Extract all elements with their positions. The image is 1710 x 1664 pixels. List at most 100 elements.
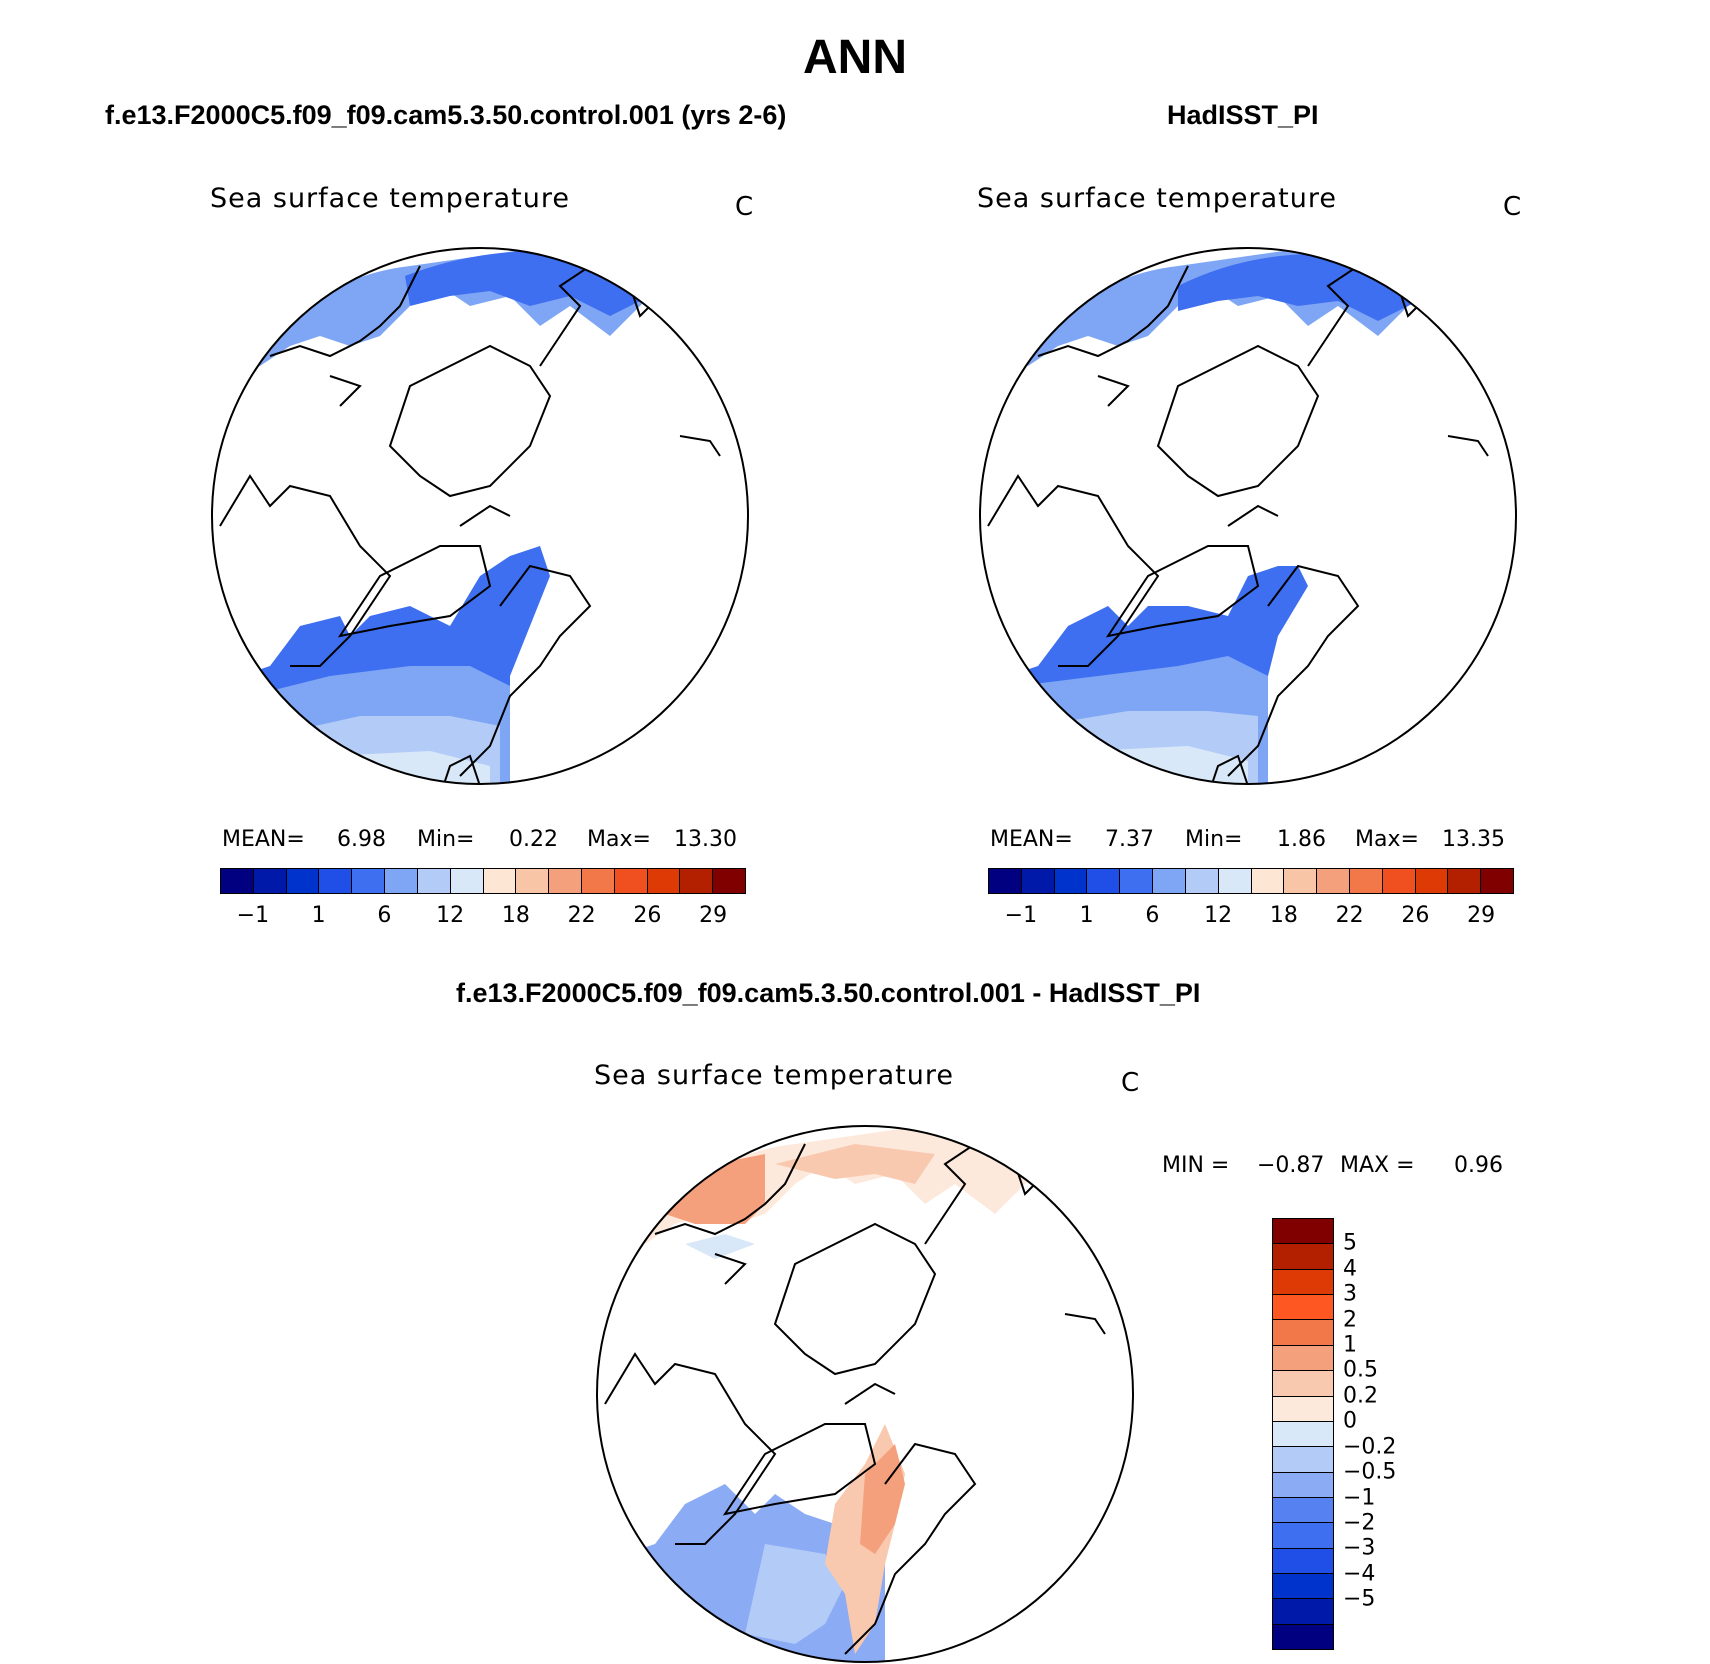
colorbar-tick-label: 4 bbox=[1343, 1256, 1357, 1282]
panel2-polar-map bbox=[979, 247, 1517, 785]
colorbar-swatch bbox=[1273, 1523, 1333, 1549]
panel3-stats: MIN = −0.87 MAX = 0.96 bbox=[1162, 1153, 1522, 1183]
colorbar-swatch bbox=[1273, 1244, 1333, 1270]
colorbar-swatch bbox=[1218, 869, 1252, 893]
colorbar-tick-label: 29 bbox=[699, 903, 728, 928]
colorbar-tick-label: 0.5 bbox=[1343, 1357, 1378, 1383]
colorbar-tick-label: 12 bbox=[1204, 903, 1233, 928]
colorbar-tick-label: 0 bbox=[1343, 1408, 1357, 1434]
colorbar-swatch bbox=[1273, 1421, 1333, 1448]
colorbar-swatch bbox=[1054, 869, 1088, 893]
panel1-units: C bbox=[735, 192, 754, 222]
panel3-min-label: MIN = bbox=[1162, 1153, 1230, 1178]
colorbar-swatch bbox=[647, 869, 681, 893]
panel2-units: C bbox=[1503, 192, 1522, 222]
panel1-max-value: 13.30 bbox=[674, 827, 737, 852]
panel1-mean-value: 6.98 bbox=[337, 827, 386, 852]
colorbar-swatch bbox=[352, 869, 386, 893]
colorbar-swatch bbox=[614, 869, 648, 893]
panel2-colorbar bbox=[988, 868, 1514, 894]
colorbar-swatch bbox=[1185, 869, 1219, 893]
colorbar-swatch bbox=[286, 869, 320, 893]
colorbar-swatch bbox=[1273, 1219, 1333, 1245]
colorbar-swatch bbox=[1273, 1447, 1333, 1473]
panel1-min-label: Min= bbox=[417, 827, 475, 852]
colorbar-swatch bbox=[1021, 869, 1055, 893]
panel3-colorbar-ticks: 5 4 3 2 1 0.5 0.2 0 −0.2 −0.5 −1 −2 −3 −4 −5 bbox=[1343, 1218, 1443, 1650]
colorbar-tick-label: 2 bbox=[1343, 1307, 1357, 1333]
colorbar-tick-label: 22 bbox=[1335, 903, 1364, 928]
colorbar-tick-label: 0.2 bbox=[1343, 1383, 1378, 1409]
colorbar-tick-label: 26 bbox=[633, 903, 662, 928]
panel1-colorbar bbox=[220, 868, 746, 894]
colorbar-tick-label: 6 bbox=[1145, 903, 1160, 928]
panel3-min-value: −0.87 bbox=[1257, 1153, 1325, 1178]
panel1-stats: MEAN= 6.98 Min= 0.22 Max= 13.30 bbox=[222, 827, 742, 857]
panel3-max-value: 0.96 bbox=[1454, 1153, 1503, 1178]
colorbar-swatch bbox=[1153, 869, 1186, 893]
colorbar-tick-label: 1 bbox=[311, 903, 326, 928]
colorbar-tick-label: 3 bbox=[1343, 1281, 1357, 1307]
colorbar-tick-label: 29 bbox=[1467, 903, 1496, 928]
colorbar-swatch bbox=[1273, 1548, 1333, 1575]
colorbar-tick-label: −0.5 bbox=[1343, 1459, 1397, 1485]
panel2-mean-label: MEAN= bbox=[990, 827, 1073, 852]
panel2-mean-value: 7.37 bbox=[1105, 827, 1154, 852]
colorbar-swatch bbox=[1481, 869, 1513, 893]
panel2-max-value: 13.35 bbox=[1442, 827, 1505, 852]
colorbar-tick-label: −5 bbox=[1343, 1586, 1376, 1612]
panel3-pacific-diff-warm bbox=[665, 1154, 765, 1224]
colorbar-swatch bbox=[253, 869, 287, 893]
colorbar-swatch bbox=[221, 869, 254, 893]
panel3-bering-diff bbox=[775, 1144, 935, 1184]
colorbar-tick-label: 5 bbox=[1343, 1230, 1357, 1256]
colorbar-tick-label: 22 bbox=[567, 903, 596, 928]
panel1-colorbar-ticks: −1 1 6 12 18 22 26 29 bbox=[220, 903, 746, 931]
colorbar-swatch bbox=[1251, 869, 1285, 893]
panel1-max-label: Max= bbox=[587, 827, 651, 852]
panel1-min-value: 0.22 bbox=[509, 827, 558, 852]
panel3-case-title: f.e13.F2000C5.f09_f09.cam5.3.50.control.… bbox=[456, 978, 1201, 1008]
colorbar-tick-label: −0.2 bbox=[1343, 1434, 1397, 1460]
panel1-mean-label: MEAN= bbox=[222, 827, 305, 852]
colorbar-swatch bbox=[1317, 869, 1350, 893]
colorbar-swatch bbox=[1273, 1269, 1333, 1296]
panel2-min-value: 1.86 bbox=[1277, 827, 1326, 852]
colorbar-tick-label: 12 bbox=[436, 903, 465, 928]
colorbar-tick-label: 1 bbox=[1343, 1332, 1357, 1358]
colorbar-swatch bbox=[319, 869, 353, 893]
colorbar-tick-label: 26 bbox=[1401, 903, 1430, 928]
colorbar-swatch bbox=[1349, 869, 1383, 893]
panel2-stats: MEAN= 7.37 Min= 1.86 Max= 13.35 bbox=[990, 827, 1510, 857]
colorbar-tick-label: 18 bbox=[1269, 903, 1298, 928]
panel2-variable-title: Sea surface temperature bbox=[977, 183, 1337, 214]
colorbar-swatch bbox=[1448, 869, 1482, 893]
colorbar-swatch bbox=[1273, 1472, 1333, 1498]
colorbar-swatch bbox=[1273, 1497, 1333, 1524]
panel3-atlantic-diff-cool bbox=[745, 1544, 845, 1644]
panel3-max-label: MAX = bbox=[1340, 1153, 1415, 1178]
colorbar-swatch bbox=[1273, 1295, 1333, 1321]
colorbar-swatch bbox=[1415, 869, 1449, 893]
colorbar-swatch bbox=[417, 869, 451, 893]
panel2-coastlines bbox=[987, 264, 1489, 784]
colorbar-swatch bbox=[713, 869, 745, 893]
panel2-max-label: Max= bbox=[1355, 827, 1419, 852]
colorbar-swatch bbox=[1273, 1624, 1333, 1650]
colorbar-swatch bbox=[483, 869, 517, 893]
panel1-variable-title: Sea surface temperature bbox=[210, 183, 570, 214]
colorbar-swatch bbox=[1273, 1574, 1333, 1600]
panel2-case-title: HadISST_PI bbox=[1167, 100, 1319, 130]
panel3-variable-title: Sea surface temperature bbox=[594, 1060, 954, 1091]
panel2-colorbar-ticks: −1 1 6 12 18 22 26 29 bbox=[988, 903, 1514, 931]
colorbar-swatch bbox=[680, 869, 714, 893]
colorbar-swatch bbox=[549, 869, 582, 893]
panel3-units: C bbox=[1121, 1068, 1140, 1098]
panel1-polar-map bbox=[211, 247, 749, 785]
colorbar-swatch bbox=[1273, 1371, 1333, 1397]
colorbar-swatch bbox=[1284, 869, 1318, 893]
colorbar-swatch bbox=[516, 869, 550, 893]
colorbar-swatch bbox=[1273, 1320, 1333, 1346]
colorbar-swatch bbox=[1273, 1345, 1333, 1372]
colorbar-tick-label: −3 bbox=[1343, 1535, 1376, 1561]
